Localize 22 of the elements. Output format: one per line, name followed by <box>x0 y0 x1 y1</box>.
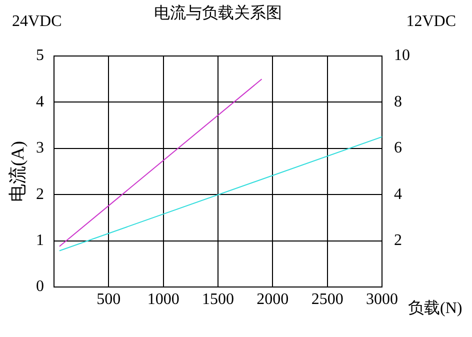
y-tick-label: 4 <box>36 93 44 110</box>
x-tick-label: 1000 <box>147 290 180 308</box>
x-tick-label: 500 <box>96 290 121 308</box>
y-tick-label: 0 <box>36 278 44 296</box>
y-tick-label: 5 <box>36 47 44 64</box>
x-tick-label: 3000 <box>366 290 398 308</box>
chart-title: 电流与负载关系图 <box>154 4 282 22</box>
y2-tick-label: 2 <box>394 232 402 250</box>
x-tick-label: 2500 <box>311 290 344 308</box>
text: 12VDC <box>406 13 456 30</box>
text: 24VDC <box>12 13 62 30</box>
x-axis-title: 负载(N) <box>408 299 462 318</box>
y2-tick-label: 8 <box>394 93 402 110</box>
x-tick-label: 2000 <box>256 290 289 308</box>
y2-tick-label: 6 <box>394 140 402 157</box>
y2-tick-label: 10 <box>394 47 410 64</box>
y-tick-label: 3 <box>36 140 44 157</box>
y-axis-title: 电流(A) <box>8 141 28 202</box>
y-tick-label: 1 <box>36 232 44 250</box>
y-tick-label: 2 <box>36 186 44 203</box>
y2-tick-label: 4 <box>394 186 402 203</box>
x-tick-label: 1500 <box>202 290 234 308</box>
